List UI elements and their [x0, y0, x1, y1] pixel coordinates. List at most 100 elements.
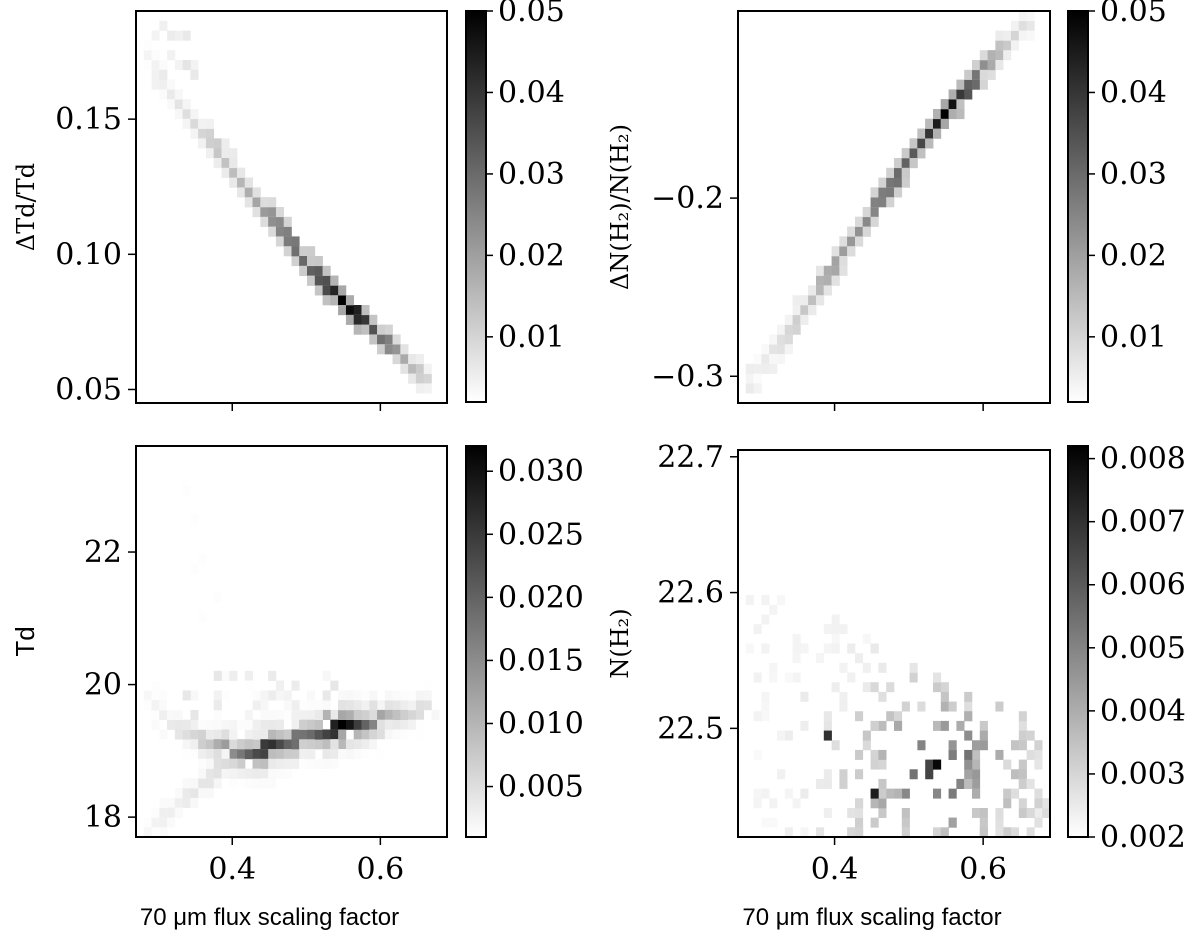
- heatmap-cell: [792, 633, 801, 644]
- heatmap-cell: [855, 653, 864, 664]
- heatmap-cell: [917, 701, 926, 712]
- heatmap-cell: [940, 682, 949, 693]
- heatmap-cell: [152, 837, 160, 847]
- heatmap-cell: [855, 216, 864, 227]
- heatmap-cell: [753, 788, 762, 799]
- heatmap-cell: [151, 50, 160, 61]
- heatmap-cell: [995, 701, 1004, 712]
- heatmap-cell: [862, 226, 871, 237]
- heatmap-cell: [190, 128, 199, 139]
- heatmap-cell: [299, 749, 308, 760]
- heatmap-cell: [353, 729, 362, 740]
- colorbar-tick-label: 0.05: [1100, 0, 1167, 29]
- heatmap-cell: [933, 672, 942, 683]
- heatmap-cell: [831, 246, 840, 257]
- heatmap-cell: [143, 690, 152, 701]
- heatmap-cell: [886, 187, 895, 198]
- heatmap-cell: [143, 719, 152, 730]
- heatmap-cell: [392, 344, 401, 355]
- heatmap-cell: [862, 216, 871, 227]
- heatmap-cell: [1034, 749, 1043, 760]
- heatmap-cell: [839, 624, 848, 635]
- y-tick-label: 0.15: [55, 102, 122, 137]
- heatmap-cell: [901, 817, 910, 828]
- heatmap-cell: [369, 709, 378, 720]
- heatmap-cell: [338, 719, 347, 730]
- heatmap-cell: [972, 788, 981, 799]
- heatmap-cell: [878, 197, 887, 208]
- heatmap-cell: [283, 768, 292, 779]
- heatmap-cell: [353, 719, 362, 730]
- colorbar-tick-label: 0.02: [1100, 238, 1167, 273]
- heatmap-cell: [213, 690, 222, 701]
- heatmap-cell: [260, 709, 269, 720]
- heatmap-cell: [190, 729, 199, 740]
- heatmap-cell: [964, 759, 973, 770]
- heatmap-cell: [987, 50, 996, 61]
- heatmap-cell: [909, 148, 918, 159]
- heatmap-cell: [143, 680, 152, 691]
- heatmap-cell: [948, 89, 957, 100]
- heatmap-cell: [415, 680, 424, 691]
- heatmap-cell: [972, 740, 981, 751]
- heatmap-cell: [338, 729, 347, 740]
- heatmap-cell: [237, 719, 246, 730]
- heatmap-cell: [753, 383, 762, 394]
- heatmap-cell: [917, 128, 926, 139]
- heatmap-cell: [886, 197, 895, 208]
- heatmap-cell: [753, 354, 762, 365]
- heatmap-cell: [400, 700, 409, 711]
- heatmap-cell: [940, 827, 949, 837]
- heatmap-cell: [369, 334, 378, 345]
- heatmap-cell: [384, 324, 393, 335]
- heatmap-cell: [1026, 30, 1035, 41]
- heatmap-cell: [353, 739, 362, 750]
- heatmap-cell: [831, 265, 840, 276]
- colorbar-tick-label: 0.04: [498, 75, 565, 110]
- heatmap-cell: [831, 624, 840, 635]
- colorbar-tick-label: 0.005: [498, 770, 584, 805]
- heatmap-cell: [800, 643, 809, 654]
- heatmap-cell: [831, 614, 840, 625]
- heatmap-cell: [190, 719, 199, 730]
- heatmap-cell: [322, 700, 331, 711]
- heatmap-cell: [769, 334, 778, 345]
- panel-top-right: −0.3 −0.2 ΔN(H₂)/N(H₂) 0.01 0.02 0.03 0.04 0.05: [606, 0, 1167, 411]
- y-tick-label: 22.6: [657, 576, 724, 611]
- heatmap-cell: [870, 749, 879, 760]
- heatmap-cell: [345, 719, 355, 730]
- heatmap-cell: [808, 285, 817, 296]
- heatmap-cell: [1003, 40, 1012, 51]
- heatmap-cell: [361, 324, 370, 335]
- heatmap-cell: [275, 768, 285, 779]
- heatmap-cell: [800, 827, 809, 837]
- heatmap-cell: [330, 709, 339, 720]
- heatmap-cell: [901, 701, 910, 712]
- heatmap-cell: [159, 79, 168, 90]
- heatmap-cell: [182, 797, 191, 808]
- heatmap-cell: [182, 485, 191, 496]
- heatmap-cell: [784, 324, 793, 335]
- heatmap-cell: [847, 246, 856, 257]
- heatmap-cell: [761, 788, 770, 799]
- heatmap-cell: [307, 265, 316, 276]
- heatmap-cell: [392, 700, 401, 711]
- y-axis-label: ΔN(H₂)/N(H₂): [606, 124, 634, 290]
- heatmap-cell: [330, 285, 339, 296]
- heatmap-cell: [369, 324, 378, 335]
- heatmap-cell: [423, 680, 432, 691]
- colorbar-tick-label: 0.03: [498, 157, 565, 192]
- heatmap-cell: [1018, 740, 1027, 751]
- heatmap-cell: [784, 730, 793, 741]
- heatmap-cell: [894, 788, 903, 799]
- heatmap-cell: [847, 236, 856, 247]
- heatmap-cell: [205, 148, 215, 159]
- heatmap-cell: [159, 69, 168, 80]
- heatmap-cell: [299, 729, 308, 740]
- heatmap-cell: [174, 690, 183, 701]
- heatmap-cell: [1011, 740, 1020, 751]
- heatmap-cell: [252, 758, 261, 769]
- heatmap-cell: [408, 719, 417, 730]
- heatmap-cell: [979, 69, 988, 80]
- heatmap-cell: [408, 739, 417, 750]
